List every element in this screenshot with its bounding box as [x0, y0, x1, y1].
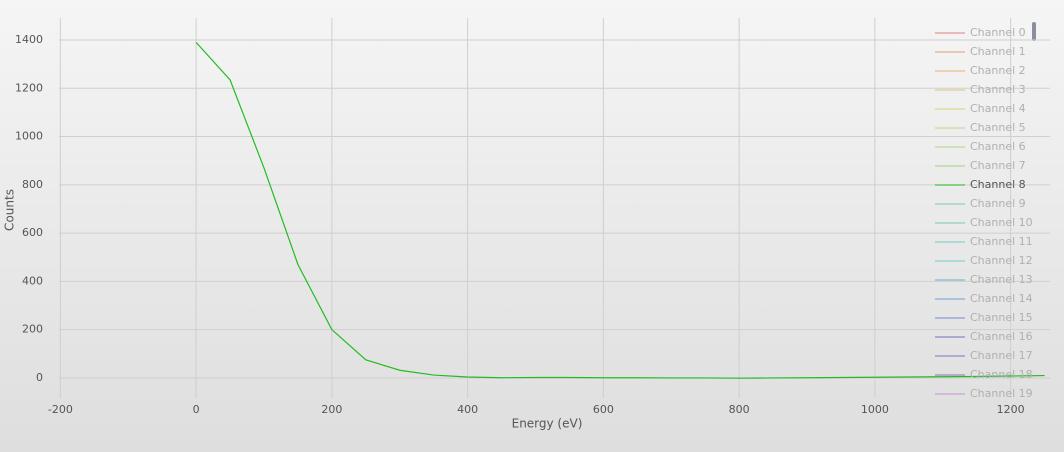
- legend-entry[interactable]: Channel 16: [970, 330, 1033, 343]
- legend-entry[interactable]: Channel 2: [970, 64, 1026, 77]
- legend-entry[interactable]: Channel 11: [970, 235, 1033, 248]
- legend-entry[interactable]: Channel 17: [970, 349, 1033, 362]
- y-tick-label: 1400: [15, 33, 43, 46]
- x-tick-label: -200: [48, 403, 73, 416]
- legend-entry[interactable]: Channel 8: [970, 178, 1026, 191]
- legend-entry[interactable]: Channel 12: [970, 254, 1033, 267]
- legend-entry[interactable]: Channel 7: [970, 159, 1026, 172]
- x-tick-label: 800: [729, 403, 750, 416]
- legend-entry[interactable]: Channel 1: [970, 45, 1026, 58]
- x-tick-label: 0: [193, 403, 200, 416]
- legend-entry[interactable]: Channel 4: [970, 102, 1026, 115]
- plot-area: [195, 41, 1045, 379]
- legend-entry[interactable]: Channel 6: [970, 140, 1026, 153]
- legend-entry[interactable]: Channel 9: [970, 197, 1026, 210]
- legend-entry[interactable]: Channel 18: [970, 368, 1033, 381]
- y-tick-label: 1000: [15, 130, 43, 143]
- x-tick-label: 1200: [997, 403, 1025, 416]
- y-axis-label: Counts: [3, 189, 17, 231]
- data-line: [195, 41, 1045, 379]
- x-tick-label: 400: [457, 403, 478, 416]
- legend-entry[interactable]: Channel 5: [970, 121, 1026, 134]
- legend-entry[interactable]: Channel 14: [970, 292, 1033, 305]
- y-tick-label: 600: [22, 226, 43, 239]
- y-tick-label: 400: [22, 274, 43, 287]
- legend-entry[interactable]: Channel 3: [970, 83, 1026, 96]
- legend-entry[interactable]: Channel 15: [970, 311, 1033, 324]
- x-axis-label: Energy (eV): [512, 417, 583, 431]
- legend-entry[interactable]: Channel 13: [970, 273, 1033, 286]
- x-tick-label: 200: [321, 403, 342, 416]
- legend-entry[interactable]: Channel 19: [970, 387, 1033, 400]
- legend-entry[interactable]: Channel 10: [970, 216, 1033, 229]
- y-tick-label: 800: [22, 178, 43, 191]
- legend-entry[interactable]: Channel 0: [970, 26, 1026, 39]
- y-tick-label: 0: [36, 371, 43, 384]
- x-tick-label: 600: [593, 403, 614, 416]
- y-tick-label: 200: [22, 323, 43, 336]
- x-tick-label: 1000: [861, 403, 889, 416]
- y-tick-label: 1200: [15, 81, 43, 94]
- legend-scrollbar[interactable]: [1032, 22, 1036, 41]
